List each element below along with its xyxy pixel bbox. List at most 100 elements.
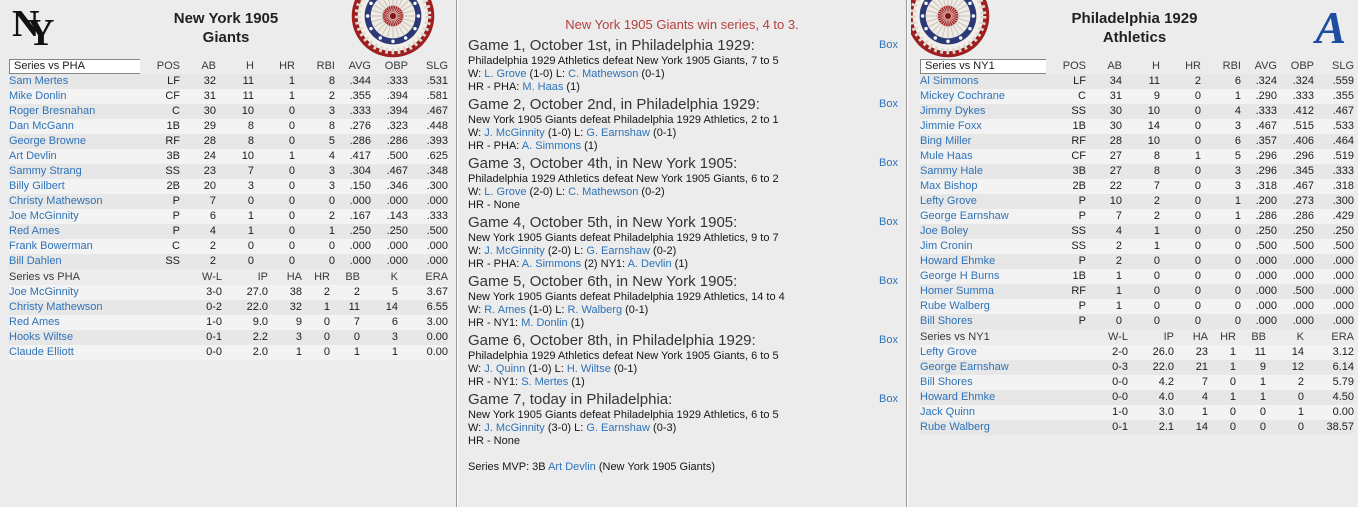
player-name-link[interactable]: Joe McGinnity [9, 210, 79, 222]
player-name-link[interactable]: Bill Shores [920, 315, 973, 327]
detail-text: (1) [671, 258, 689, 270]
stat-rbi: 0 [1234, 270, 1241, 282]
player-name-link[interactable]: Bill Shores [920, 376, 973, 388]
player-name-link[interactable]: George Earnshaw [920, 210, 1009, 222]
player-name-link[interactable]: Dan McGann [9, 120, 74, 132]
player-name-link[interactable]: C. Mathewson [568, 68, 639, 80]
player-name-link[interactable]: Mickey Cochrane [920, 90, 1005, 102]
stat-obp: .000 [386, 195, 408, 207]
player-name-link[interactable]: H. Wiltse [566, 363, 611, 375]
column-header: HA [286, 271, 302, 283]
stat-slg: .318 [1332, 180, 1354, 192]
stat-pos: SS [1071, 225, 1086, 237]
player-name-link[interactable]: Art Devlin [9, 150, 57, 162]
player-name-link[interactable]: R. Ames [484, 304, 526, 316]
player-name-link[interactable]: Christy Mathewson [9, 301, 103, 313]
player-name-link[interactable]: Al Simmons [920, 75, 979, 87]
player-name-link[interactable]: Claude Elliott [9, 346, 74, 358]
series-summary-panel: New York 1905 Giants win series, 4 to 3.… [460, 0, 904, 507]
batter-row: Sammy Strang SS 23 7 0 3 .304 .467 .348 [9, 164, 448, 179]
player-name-link[interactable]: A. Simmons [521, 258, 582, 270]
player-name-link[interactable]: G. Earnshaw [586, 245, 650, 257]
player-name-link[interactable]: Red Ames [9, 316, 60, 328]
player-name-link[interactable]: Howard Ehmke [920, 255, 996, 267]
player-name-link[interactable]: Max Bishop [920, 180, 978, 192]
player-name-link[interactable]: Frank Bowerman [9, 240, 93, 252]
player-name-link[interactable]: Red Ames [9, 225, 60, 237]
stat-rbi: 0 [328, 255, 335, 267]
player-name-link[interactable]: Homer Summa [920, 285, 994, 297]
stat-ip: 4.0 [1158, 391, 1174, 403]
game-detail-line: W: J. McGinnity (1-0) L: G. Earnshaw (0-… [468, 127, 896, 140]
player-name-link[interactable]: Rube Walberg [920, 300, 990, 312]
athletics-stats-filter-dropdown[interactable]: Series vs NY1 ▼ [920, 59, 1046, 74]
stat-obp: .324 [1292, 75, 1314, 87]
box-score-link[interactable]: Box [879, 334, 898, 346]
column-header: RBI [316, 60, 335, 72]
player-name-link[interactable]: Mike Donlin [9, 90, 67, 102]
player-name-link[interactable]: George Browne [9, 135, 87, 147]
stat-h: 14 [1147, 120, 1160, 132]
detail-text: (2-0) L: [526, 186, 569, 198]
player-name-link[interactable]: Hooks Wiltse [9, 331, 74, 343]
player-name-link[interactable]: Sammy Strang [9, 165, 82, 177]
player-name-link[interactable]: M. Haas [522, 81, 564, 93]
player-name-link[interactable]: Lefty Grove [920, 195, 977, 207]
column-header: POS [156, 60, 180, 72]
player-name-link[interactable]: J. McGinnity [484, 422, 545, 434]
player-name-link[interactable]: Joe McGinnity [9, 286, 79, 298]
player-name-link[interactable]: M. Donlin [521, 317, 568, 329]
player-name-link[interactable]: Jim Cronin [920, 240, 973, 252]
player-name-link[interactable]: A. Devlin [627, 258, 672, 270]
player-name-link[interactable]: George H Burns [920, 270, 1000, 282]
box-score-link[interactable]: Box [879, 98, 898, 110]
player-name-link[interactable]: J. McGinnity [484, 245, 545, 257]
player-name-link[interactable]: Howard Ehmke [920, 391, 996, 403]
player-name-link[interactable]: Rube Walberg [920, 421, 990, 433]
giants-stats-filter-dropdown[interactable]: Series vs PHA ▼ [9, 59, 140, 74]
player-name-link[interactable]: Jack Quinn [920, 406, 976, 418]
player-name-link[interactable]: G. Earnshaw [586, 127, 650, 139]
player-name-link[interactable]: J. McGinnity [484, 127, 545, 139]
detail-text: W: [468, 68, 485, 80]
detail-text: (2) NY1: [581, 258, 628, 270]
stat-ab: 28 [203, 135, 216, 147]
player-name-link[interactable]: Roger Bresnahan [9, 105, 96, 117]
box-score-link[interactable]: Box [879, 157, 898, 169]
game-heading: Game 1, October 1st, in Philadelphia 192… [468, 37, 755, 54]
stat-h: 3 [247, 180, 254, 192]
player-name-link[interactable]: Sammy Hale [920, 165, 983, 177]
player-name-link[interactable]: Christy Mathewson [9, 195, 103, 207]
player-name-link[interactable]: Bill Dahlen [9, 255, 62, 267]
box-score-link[interactable]: Box [879, 275, 898, 287]
player-name-link[interactable]: Joe Boley [920, 225, 969, 237]
player-name-link[interactable]: G. Earnshaw [586, 422, 650, 434]
player-name-link[interactable]: Jimmy Dykes [920, 105, 986, 117]
column-header: ERA [1331, 331, 1354, 343]
player-name-link[interactable]: C. Mathewson [568, 186, 639, 198]
player-name-link[interactable]: Sam Mertes [9, 75, 69, 87]
stat-avg: .344 [349, 75, 371, 87]
player-name-link[interactable]: Mule Haas [920, 150, 973, 162]
stat-avg: .304 [349, 165, 371, 177]
box-score-link[interactable]: Box [879, 216, 898, 228]
player-name-link[interactable]: L. Grove [484, 186, 527, 198]
player-name-link[interactable]: Billy Gilbert [9, 180, 65, 192]
stat-hr: 1 [1194, 150, 1201, 162]
player-name-link[interactable]: Art Devlin [548, 461, 596, 473]
player-name-link[interactable]: Bing Miller [920, 135, 972, 147]
player-name-link[interactable]: A. Simmons [521, 140, 582, 152]
player-name-link[interactable]: J. Quinn [484, 363, 526, 375]
batter-row: Christy Mathewson P 7 0 0 0 .000 .000 .000 [9, 194, 448, 209]
player-name-link[interactable]: Jimmie Foxx [920, 120, 982, 132]
player-name-link[interactable]: L. Grove [484, 68, 527, 80]
stat-rbi: 0 [1234, 315, 1241, 327]
box-score-link[interactable]: Box [879, 393, 898, 405]
player-name-link[interactable]: R. Walberg [567, 304, 623, 316]
player-name-link[interactable]: S. Mertes [521, 376, 569, 388]
box-score-link[interactable]: Box [879, 39, 898, 51]
player-name-link[interactable]: Lefty Grove [920, 346, 977, 358]
stat-obp: .333 [1292, 90, 1314, 102]
player-name-link[interactable]: George Earnshaw [920, 361, 1009, 373]
detail-text: (1) [568, 376, 585, 388]
